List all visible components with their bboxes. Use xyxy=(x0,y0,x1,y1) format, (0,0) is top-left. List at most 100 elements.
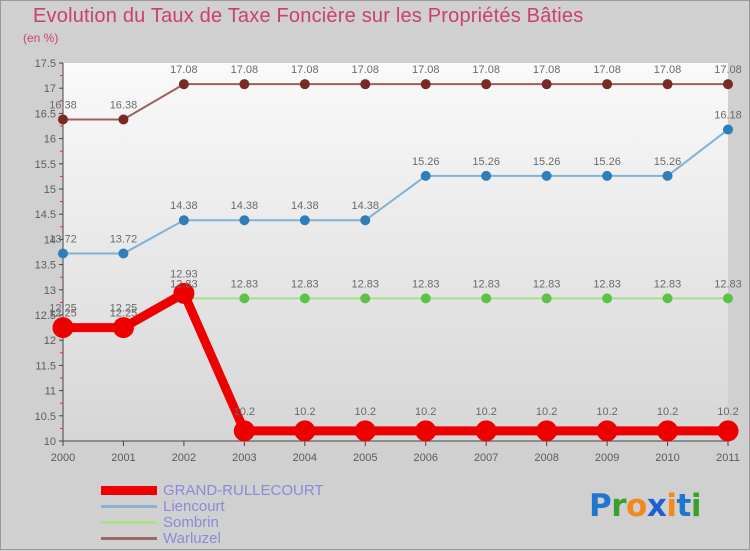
series-point xyxy=(662,170,673,181)
data-point-label: 10.2 xyxy=(536,406,557,418)
data-point-label: 10.2 xyxy=(415,406,436,418)
series-point xyxy=(602,79,613,90)
series-point xyxy=(481,170,492,181)
series-point xyxy=(360,293,371,304)
x-axis: 2000 2001 2002 2003 2004 2005 2006 2007 2008 2009… xyxy=(51,440,740,464)
data-point-label: 17.08 xyxy=(231,64,259,76)
y-axis-tick-label: 12.5 xyxy=(35,310,56,322)
data-series-group xyxy=(52,79,739,442)
series-point xyxy=(723,124,733,135)
y-axis-tick-label: 15.5 xyxy=(35,159,56,171)
chart-subtitle: (en %) xyxy=(23,31,59,45)
data-point-label: 13.72 xyxy=(49,234,77,246)
x-axis-tick-label: 2007 xyxy=(474,452,498,464)
x-axis-tick-label: 2004 xyxy=(293,452,317,464)
data-point-label: 15.26 xyxy=(412,156,440,168)
data-point-label: 17.08 xyxy=(170,64,198,76)
data-point-label: 17.08 xyxy=(291,64,319,76)
series-point xyxy=(420,170,431,181)
legend-item-label: Warluzel xyxy=(163,529,221,547)
data-point-label: 12.83 xyxy=(593,278,621,290)
data-point-label: 14.38 xyxy=(291,200,319,212)
y-axis-tick-label: 16 xyxy=(44,134,56,146)
legend-item-label: Sombrin xyxy=(163,513,219,531)
y-axis-tick-label: 17 xyxy=(44,83,56,95)
series-point xyxy=(662,293,673,304)
legend-item[interactable]: Liencourt xyxy=(101,498,441,514)
data-point-label: 16.18 xyxy=(714,110,742,122)
data-point-label: 13.72 xyxy=(110,234,138,246)
series-point xyxy=(239,293,250,304)
series-point xyxy=(657,420,679,442)
y-axis-tick-label: 13 xyxy=(44,285,56,297)
legend-item-label: GRAND-RULLECOURT xyxy=(163,481,324,499)
data-point-label: 15.26 xyxy=(593,156,621,168)
series-point xyxy=(541,79,552,90)
x-axis-tick-label: 2003 xyxy=(232,452,256,464)
data-point-label: 16.38 xyxy=(110,99,138,111)
series-point xyxy=(662,79,673,90)
series-point xyxy=(118,114,129,125)
y-axis-tick-label: 10 xyxy=(44,436,56,448)
series-point xyxy=(415,420,437,442)
series-point xyxy=(536,420,558,442)
data-point-label: 15.26 xyxy=(472,156,500,168)
legend-color-swatch xyxy=(101,504,157,508)
series-point xyxy=(360,79,371,90)
legend-item[interactable]: Warluzel xyxy=(101,530,441,546)
data-point-label: 12.83 xyxy=(231,278,259,290)
data-point-label: 14.38 xyxy=(352,200,380,212)
data-point-label: 12.83 xyxy=(412,278,440,290)
data-point-label: 15.26 xyxy=(654,156,682,168)
series-point xyxy=(118,248,129,259)
data-point-label: 17.08 xyxy=(533,64,561,76)
x-axis-tick-label: 2011 xyxy=(716,452,740,464)
data-point-label: 12.25 xyxy=(49,308,77,320)
series-point xyxy=(52,317,74,339)
data-point-label: 12.93 xyxy=(170,268,198,280)
data-point-label: 14.38 xyxy=(170,200,198,212)
series-point xyxy=(596,420,618,442)
x-axis-tick-label: 2002 xyxy=(172,452,196,464)
y-axis-tick-label: 16.5 xyxy=(35,108,56,120)
series-point xyxy=(475,420,497,442)
series-point xyxy=(420,79,431,90)
data-point-label: 12.83 xyxy=(352,278,380,290)
legend-item[interactable]: GRAND-RULLECOURT xyxy=(101,482,441,498)
y-axis: 10 10.5 11 11.5 12 12.5 13 13.5 14 14.5 15 15.5 16 16… xyxy=(35,58,64,448)
data-point-label: 17.08 xyxy=(593,64,621,76)
series-point xyxy=(299,293,310,304)
data-point-label: 12.25 xyxy=(110,303,138,315)
data-point-label: 14.38 xyxy=(231,200,259,212)
data-point-label: 17.08 xyxy=(714,64,742,76)
series-point xyxy=(723,79,733,90)
series-point xyxy=(178,215,189,226)
data-point-label: 12.83 xyxy=(533,278,561,290)
x-axis-tick-label: 2009 xyxy=(595,452,619,464)
series-point xyxy=(354,420,376,442)
data-point-label: 10.2 xyxy=(355,406,376,418)
legend-item[interactable]: Sombrin xyxy=(101,514,441,530)
y-axis-tick-label: 17.5 xyxy=(35,58,56,70)
data-point-label: 12.83 xyxy=(654,278,682,290)
y-axis-tick-label: 10.5 xyxy=(35,411,56,423)
x-axis-tick-label: 2010 xyxy=(655,452,679,464)
x-axis-tick-label: 2001 xyxy=(111,452,135,464)
series-point xyxy=(58,114,68,125)
legend-item-label: Liencourt xyxy=(163,497,225,515)
y-axis-tick-label: 14.5 xyxy=(35,209,56,221)
series-line xyxy=(62,128,729,255)
series-point xyxy=(233,420,255,442)
series-point xyxy=(723,293,733,304)
x-axis-tick-label: 2008 xyxy=(534,452,558,464)
series-point xyxy=(420,293,431,304)
legend-color-swatch xyxy=(101,520,157,524)
data-point-label: 17.08 xyxy=(654,64,682,76)
series-point xyxy=(602,293,613,304)
x-axis-tick-label: 2006 xyxy=(413,452,437,464)
proxiti-logo[interactable]: Proxiti xyxy=(589,488,701,524)
legend-color-swatch xyxy=(101,536,157,540)
y-axis-tick-label: 11 xyxy=(45,386,56,398)
